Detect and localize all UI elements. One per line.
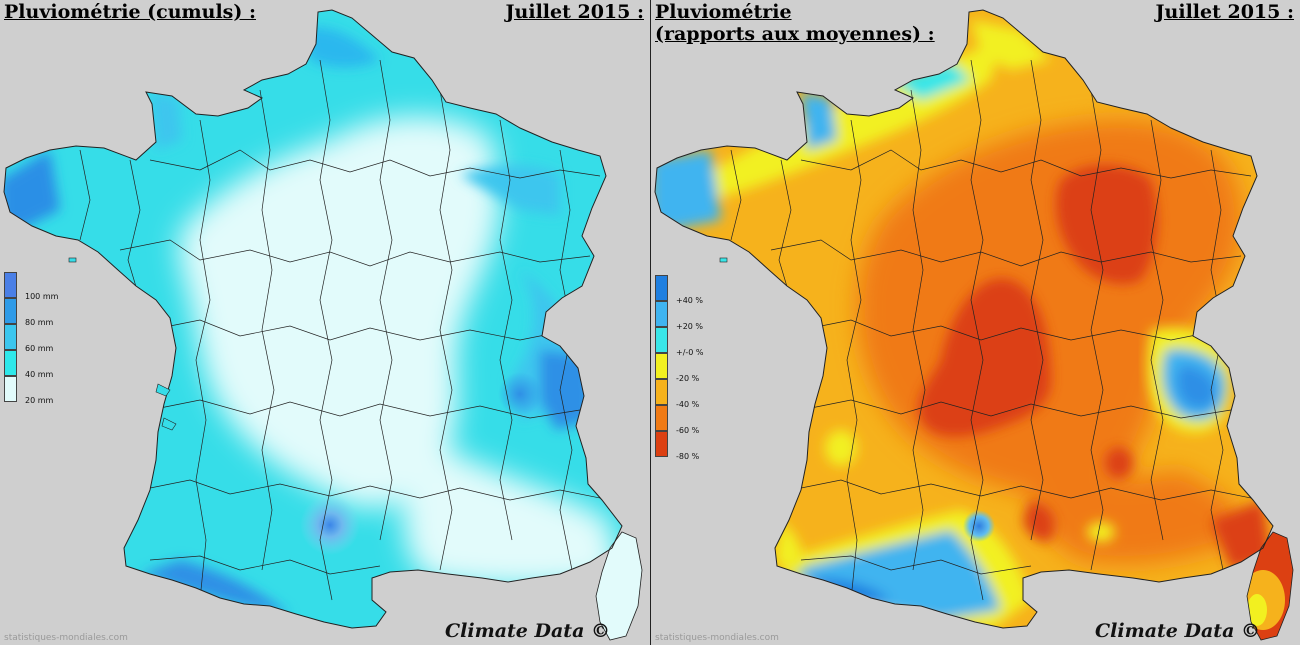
rainfall-anomaly-panel: Pluviométrie (rapports aux moyennes) : J… <box>651 0 1300 645</box>
legend-label-minus40: -40 % <box>676 400 700 409</box>
legend-label-zero: +/-0 % <box>676 348 704 357</box>
legend-label-80mm: 80 mm <box>25 318 54 327</box>
legend-label-100mm: 100 mm <box>25 292 59 301</box>
legend-swatch-minus60 <box>655 405 668 431</box>
legend-swatch-minus40 <box>655 379 668 405</box>
legend-label-minus60: -60 % <box>676 426 700 435</box>
legend-swatch-20mm <box>4 376 17 402</box>
right-map-title-line2: (rapports aux moyennes) : <box>655 23 935 45</box>
legend-swatch-60mm <box>4 324 17 350</box>
cumulative-rainfall-map <box>3 9 643 641</box>
legend-label-40mm: 40 mm <box>25 370 54 379</box>
right-brand-watermark: Climate Data © <box>1095 620 1260 642</box>
panel-divider <box>650 0 651 645</box>
legend-swatch-minus20 <box>655 353 668 379</box>
legend-label-minus20: -20 % <box>676 374 700 383</box>
right-map-title-line1: Pluviométrie <box>655 1 792 23</box>
right-map-title: Pluviométrie (rapports aux moyennes) : <box>655 1 935 45</box>
legend-swatch-zero <box>655 327 668 353</box>
cumulative-rainfall-panel: Pluviométrie (cumuls) : Juillet 2015 : 1… <box>3 1 644 643</box>
legend-swatch-40mm <box>4 350 17 376</box>
right-map-month: Juillet 2015 : <box>1155 1 1294 23</box>
legend-label-plus20: +20 % <box>676 322 704 331</box>
legend-label-minus80: -80 % <box>676 452 700 461</box>
legend-label-60mm: 60 mm <box>25 344 54 353</box>
right-source-credit: statistiques-mondiales.com <box>655 633 779 643</box>
legend-swatch-plus20 <box>655 301 668 327</box>
legend-label-20mm: 20 mm <box>25 396 54 405</box>
left-source-credit: statistiques-mondiales.com <box>4 633 128 643</box>
legend-label-plus40: +40 % <box>676 296 704 305</box>
legend-swatch-plus40 <box>655 275 668 301</box>
left-map-month: Juillet 2015 : <box>505 1 644 23</box>
legend-swatch-80mm <box>4 298 17 324</box>
legend-swatch-minus80 <box>655 431 668 457</box>
legend-swatch-100mm <box>4 272 17 298</box>
left-brand-watermark: Climate Data © <box>445 620 610 642</box>
left-map-title: Pluviométrie (cumuls) : <box>4 1 256 23</box>
rainfall-anomaly-map <box>654 9 1294 641</box>
